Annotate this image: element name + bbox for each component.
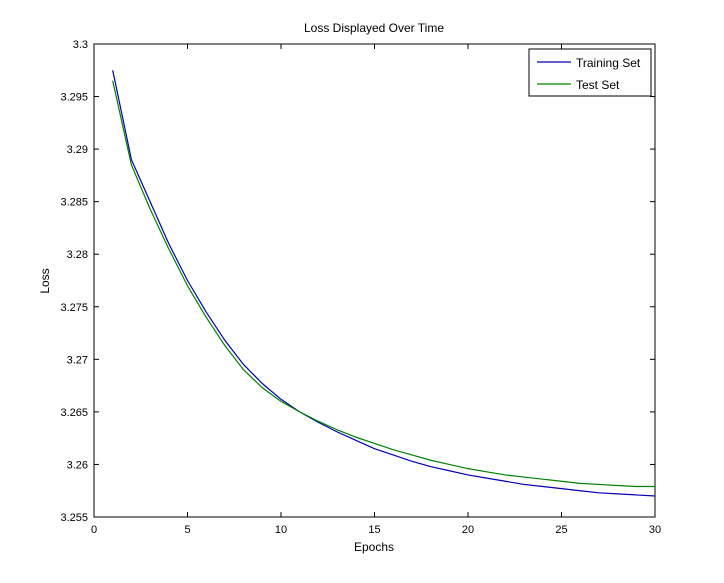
y-axis: 3.255 3.26 3.265 3.27 3.275 3.28 3.285 3.29 3.29… bbox=[60, 39, 655, 524]
x-tick-label: 30 bbox=[649, 524, 661, 536]
x-tick-label: 0 bbox=[91, 524, 97, 536]
y-tick-label: 3.29 bbox=[67, 144, 88, 156]
y-tick-label: 3.28 bbox=[67, 249, 88, 261]
legend-label-test-set: Test Set bbox=[576, 78, 620, 92]
y-tick-label: 3.265 bbox=[60, 407, 88, 419]
x-tick-label: 15 bbox=[368, 524, 380, 536]
series-line-training-set bbox=[112, 70, 656, 497]
y-tick-label: 3.275 bbox=[60, 302, 88, 314]
y-tick-label: 3.3 bbox=[73, 39, 88, 51]
x-axis-title: Epochs bbox=[354, 540, 394, 554]
series-line-test-set bbox=[112, 80, 655, 488]
series-lines bbox=[112, 70, 656, 497]
x-tick-label: 20 bbox=[462, 524, 474, 536]
y-tick-label: 3.285 bbox=[60, 197, 88, 209]
legend-box bbox=[528, 48, 652, 97]
x-tick-label: 25 bbox=[555, 524, 567, 536]
legend: Training Set Test Set bbox=[528, 48, 652, 97]
y-tick-label: 3.26 bbox=[67, 459, 88, 471]
chart-title: Loss Displayed Over Time bbox=[304, 21, 444, 35]
x-tick-label: 10 bbox=[275, 524, 287, 536]
plot-area bbox=[93, 43, 656, 518]
y-tick-label: 3.295 bbox=[60, 92, 88, 104]
y-tick-label: 3.27 bbox=[67, 354, 88, 366]
y-tick-label: 3.255 bbox=[60, 512, 88, 524]
x-axis: 0 5 10 15 20 25 30 bbox=[91, 44, 661, 536]
y-axis-title: Loss bbox=[38, 268, 52, 293]
x-tick-label: 5 bbox=[184, 524, 190, 536]
legend-label-training-set: Training Set bbox=[576, 56, 641, 70]
